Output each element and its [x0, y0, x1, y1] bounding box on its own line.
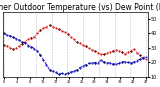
Title: Milwaukee Weather Outdoor Temperature (vs) Dew Point (Last 24 Hours): Milwaukee Weather Outdoor Temperature (v…: [0, 3, 160, 12]
